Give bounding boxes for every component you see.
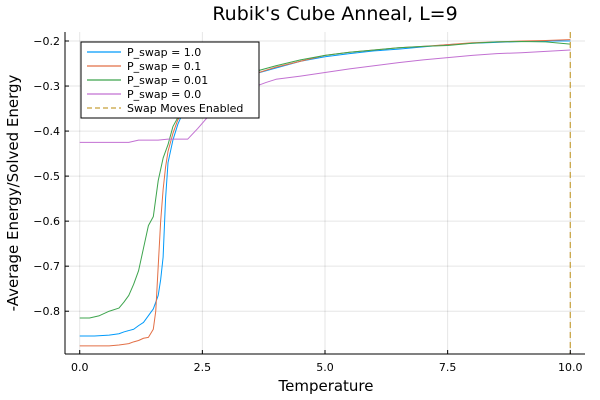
- legend-label: P_swap = 0.1: [127, 60, 201, 73]
- legend-label: P_swap = 1.0: [127, 46, 201, 59]
- x-tick-label: 5.0: [316, 361, 334, 374]
- y-tick-label: −0.2: [33, 35, 60, 48]
- legend-label: P_swap = 0.0: [127, 88, 201, 101]
- x-tick-label: 7.5: [439, 361, 457, 374]
- x-axis-title: Temperature: [277, 377, 373, 395]
- chart-title: Rubik's Cube Anneal, L=9: [212, 3, 457, 25]
- y-tick-label: −0.5: [33, 170, 60, 183]
- grid-lines: [65, 32, 585, 354]
- y-tick-label: −0.6: [33, 215, 60, 228]
- legend-label: P_swap = 0.01: [127, 74, 208, 87]
- legend-label: Swap Moves Enabled: [127, 102, 243, 115]
- legend: P_swap = 1.0P_swap = 0.1P_swap = 0.01P_s…: [80, 41, 260, 119]
- y-tick-label: −0.7: [33, 260, 60, 273]
- y-tick-label: −0.8: [33, 305, 60, 318]
- x-tick-label: 0.0: [71, 361, 89, 374]
- x-tick-label: 2.5: [194, 361, 212, 374]
- y-axis-title: -Average Energy/Solved Energy: [4, 74, 22, 311]
- x-tick-label: 10.0: [558, 361, 583, 374]
- y-tick-label: −0.4: [33, 125, 60, 138]
- axes: 0.0 2.5 5.0 7.5 10.0 −0.8 −0.7 −0.6 −0.5 −0.4 −0.3…: [33, 32, 585, 374]
- y-tick-label: −0.3: [33, 80, 60, 93]
